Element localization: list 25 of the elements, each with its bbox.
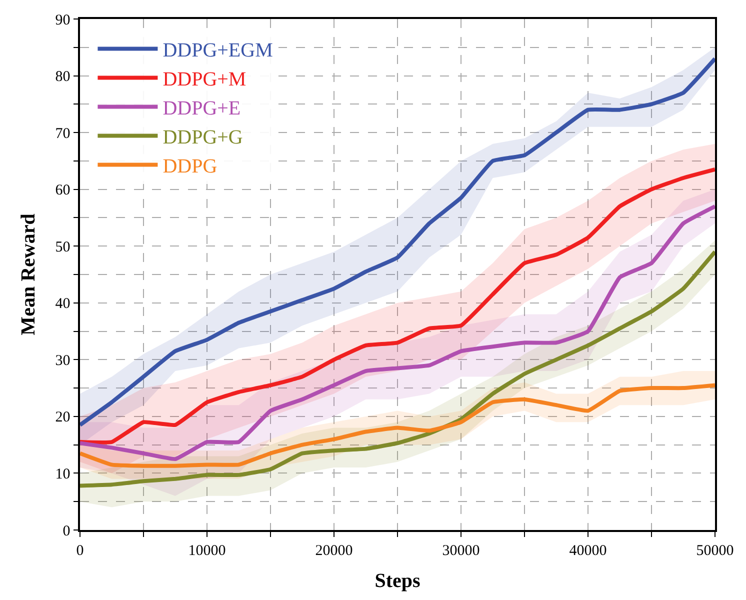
- x-tick-label: 10000: [188, 542, 226, 559]
- y-tick-label: 70: [55, 126, 70, 142]
- x-tick-label: 40000: [569, 542, 607, 559]
- legend-label: DDPG: [162, 156, 218, 178]
- x-tick-label: 50000: [696, 542, 734, 559]
- x-tick-label: 30000: [442, 542, 480, 559]
- x-tick-label: 0: [76, 542, 84, 559]
- x-axis-title: Steps: [374, 570, 420, 592]
- y-tick-label: 30: [55, 352, 70, 369]
- y-tick-label: 20: [55, 410, 70, 426]
- y-tick-label: 80: [55, 69, 70, 86]
- y-tick-label: 0: [62, 523, 70, 540]
- legend-label: DDPG+EGM: [162, 40, 274, 62]
- y-tick-label: 60: [55, 182, 70, 199]
- y-axis-title: Mean Reward: [17, 214, 40, 336]
- x-tick-label: 20000: [315, 542, 353, 559]
- legend-label: DDPG+M: [162, 68, 246, 91]
- y-tick-label: 90: [55, 12, 70, 28]
- y-tick-label: 50: [55, 239, 70, 256]
- legend-label: DDPG+G: [162, 126, 243, 149]
- y-tick-label: 10: [55, 466, 70, 482]
- line-series: [80, 204, 715, 462]
- line-series: [80, 383, 715, 468]
- y-tick-label: 40: [55, 296, 70, 312]
- legend-label: DDPG+E: [162, 98, 241, 120]
